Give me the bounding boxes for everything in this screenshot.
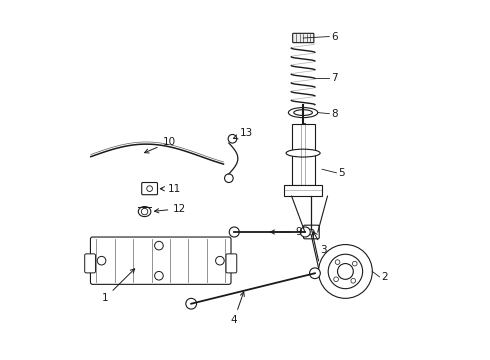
Circle shape	[155, 241, 163, 250]
Circle shape	[300, 227, 310, 237]
Circle shape	[97, 256, 106, 265]
Text: 10: 10	[145, 138, 175, 153]
Text: 5: 5	[338, 168, 345, 178]
Circle shape	[216, 256, 224, 265]
Text: 9: 9	[270, 227, 302, 237]
Text: 11: 11	[160, 184, 181, 194]
Text: 4: 4	[231, 292, 245, 325]
FancyBboxPatch shape	[226, 254, 237, 273]
Text: 13: 13	[233, 129, 253, 139]
Circle shape	[328, 254, 363, 289]
FancyBboxPatch shape	[292, 124, 315, 185]
Text: 2: 2	[381, 272, 388, 282]
Text: 6: 6	[331, 32, 338, 41]
Text: 12: 12	[154, 204, 187, 214]
Ellipse shape	[294, 110, 313, 116]
FancyBboxPatch shape	[85, 254, 96, 273]
Circle shape	[338, 264, 353, 279]
Text: 7: 7	[331, 73, 338, 83]
Circle shape	[318, 244, 372, 298]
Text: 3: 3	[313, 232, 327, 255]
Text: 1: 1	[101, 269, 135, 303]
Circle shape	[147, 186, 152, 192]
FancyBboxPatch shape	[142, 183, 157, 195]
FancyBboxPatch shape	[303, 225, 319, 239]
Ellipse shape	[286, 149, 320, 157]
Circle shape	[310, 268, 320, 279]
Circle shape	[224, 174, 233, 183]
Circle shape	[351, 278, 356, 283]
Circle shape	[334, 277, 339, 282]
Circle shape	[141, 208, 148, 215]
Circle shape	[228, 134, 237, 143]
FancyBboxPatch shape	[293, 33, 314, 42]
Text: 8: 8	[331, 109, 338, 119]
Circle shape	[352, 261, 357, 266]
Circle shape	[335, 260, 340, 265]
Circle shape	[155, 271, 163, 280]
Circle shape	[309, 229, 314, 235]
Circle shape	[186, 298, 196, 309]
FancyBboxPatch shape	[285, 185, 322, 196]
Ellipse shape	[289, 108, 318, 118]
Circle shape	[229, 227, 239, 237]
